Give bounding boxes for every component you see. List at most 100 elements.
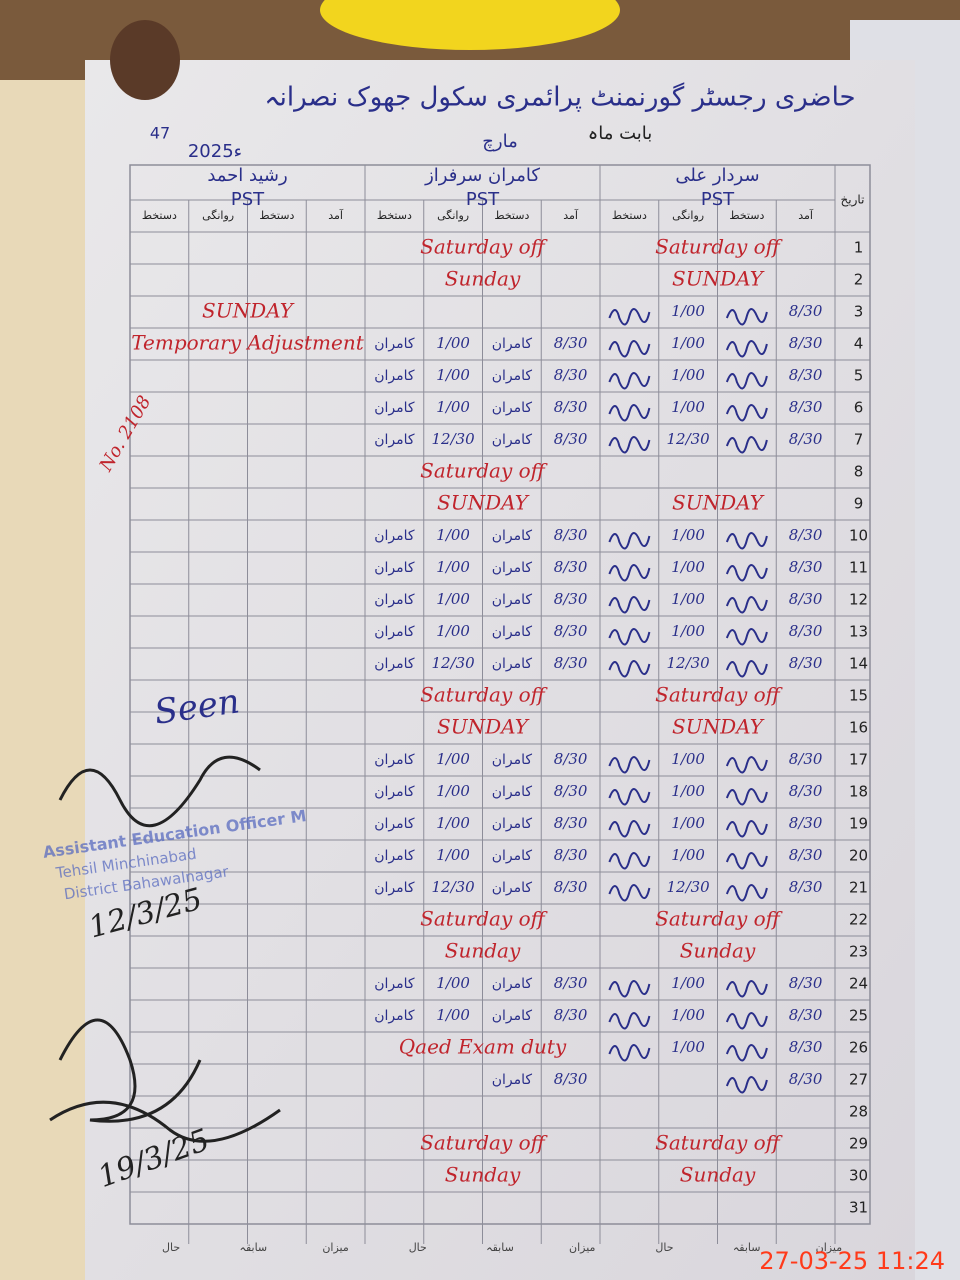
signature-scribble (608, 660, 651, 678)
signature-scribble (608, 628, 651, 646)
day-number: 5 (854, 367, 864, 385)
column-header: دستخط (259, 209, 294, 222)
signature-scribble (608, 820, 651, 838)
signature-scribble (725, 788, 768, 806)
departure-time: 1/00 (671, 1038, 705, 1056)
signature: کامران (492, 368, 533, 384)
departure-time: 1/00 (671, 622, 705, 640)
column-header: آمد (563, 208, 579, 222)
departure-time: 1/00 (671, 526, 705, 544)
day-number: 14 (849, 655, 868, 673)
day-number: 3 (854, 303, 864, 321)
signature: کامران (492, 1072, 533, 1088)
day-note: Saturday off (420, 459, 549, 483)
departure-time: 1/00 (671, 750, 705, 768)
arrival-time: 8/30 (554, 814, 588, 832)
departure-time: 1/00 (436, 750, 470, 768)
year: 2025ء (188, 141, 242, 162)
arrival-time: 8/30 (554, 1070, 588, 1088)
day-note: Sunday (445, 1163, 521, 1187)
signature-scribble (608, 436, 651, 454)
signature: کامران (374, 976, 415, 992)
signature-scribble (608, 884, 651, 902)
day-number: 7 (854, 431, 864, 449)
day-note: Sunday (680, 939, 756, 963)
footer-label: سابقہ (240, 1241, 268, 1254)
arrival-time: 8/30 (789, 846, 823, 864)
arrival-time: 8/30 (554, 366, 588, 384)
signature: کامران (374, 784, 415, 800)
departure-time: 1/00 (671, 558, 705, 576)
column-header: روانگی (202, 209, 234, 222)
month-label: بابت ماہ (588, 123, 653, 144)
arrival-time: 8/30 (554, 782, 588, 800)
signature: کامران (374, 816, 415, 832)
arrival-time: 8/30 (789, 1038, 823, 1056)
footer-label: میزان (569, 1241, 596, 1254)
signature-scribble (725, 308, 768, 326)
signature-scribble (608, 788, 651, 806)
footer-label: سابقہ (733, 1241, 761, 1254)
day-number: 24 (849, 975, 868, 993)
signature: کامران (492, 528, 533, 544)
cloth (0, 80, 90, 1280)
signature-scribble (608, 852, 651, 870)
day-note: SUNDAY (672, 715, 765, 739)
day-note: SUNDAY (672, 267, 765, 291)
signature: کامران (374, 624, 415, 640)
column-header: دستخط (729, 209, 764, 222)
departure-time: 1/00 (671, 846, 705, 864)
signature-scribble (608, 308, 651, 326)
day-number: 17 (849, 751, 868, 769)
signature: کامران (492, 624, 533, 640)
column-header: روانگی (672, 209, 704, 222)
arrival-time: 8/30 (789, 654, 823, 672)
signature: کامران (492, 752, 533, 768)
departure-time: 1/00 (436, 366, 470, 384)
departure-time: 1/00 (436, 846, 470, 864)
signature: کامران (492, 560, 533, 576)
signature-scribble (725, 756, 768, 774)
signature: کامران (492, 656, 533, 672)
day-number: 28 (849, 1103, 868, 1121)
signature-scribble (725, 628, 768, 646)
arrival-time: 8/30 (554, 334, 588, 352)
signature: کامران (492, 400, 533, 416)
departure-time: 1/00 (436, 558, 470, 576)
day-number: 12 (849, 591, 868, 609)
finger (110, 20, 180, 100)
yellow-object (320, 0, 620, 50)
arrival-time: 8/30 (789, 1070, 823, 1088)
day-note: Saturday off (655, 235, 784, 259)
signature-scribble (725, 372, 768, 390)
column-header: دستخط (612, 209, 647, 222)
day-number: 29 (849, 1135, 868, 1153)
day-number: 20 (849, 847, 868, 865)
day-note: SUNDAY (437, 491, 530, 515)
arrival-time: 8/30 (554, 430, 588, 448)
signature: کامران (492, 592, 533, 608)
departure-time: 1/00 (436, 1006, 470, 1024)
arrival-time: 8/30 (554, 878, 588, 896)
day-number: 8 (854, 463, 864, 481)
departure-time: 12/30 (667, 430, 711, 448)
signature-scribble (608, 564, 651, 582)
signature: کامران (374, 432, 415, 448)
footer-label: میزان (816, 1241, 843, 1254)
page-number: 47 (150, 124, 170, 143)
day-note: SUNDAY (672, 491, 765, 515)
signature: کامران (374, 592, 415, 608)
day-number: 19 (849, 815, 868, 833)
signature-scribble (608, 980, 651, 998)
signature-scribble (608, 404, 651, 422)
signature: کامران (492, 848, 533, 864)
footer-label: حال (409, 1241, 427, 1254)
arrival-time: 8/30 (789, 878, 823, 896)
day-note: Saturday off (420, 907, 549, 931)
departure-time: 1/00 (671, 302, 705, 320)
day-note: Sunday (445, 939, 521, 963)
footer-label: حال (162, 1241, 180, 1254)
signature-scribble (725, 564, 768, 582)
departure-time: 1/00 (671, 590, 705, 608)
